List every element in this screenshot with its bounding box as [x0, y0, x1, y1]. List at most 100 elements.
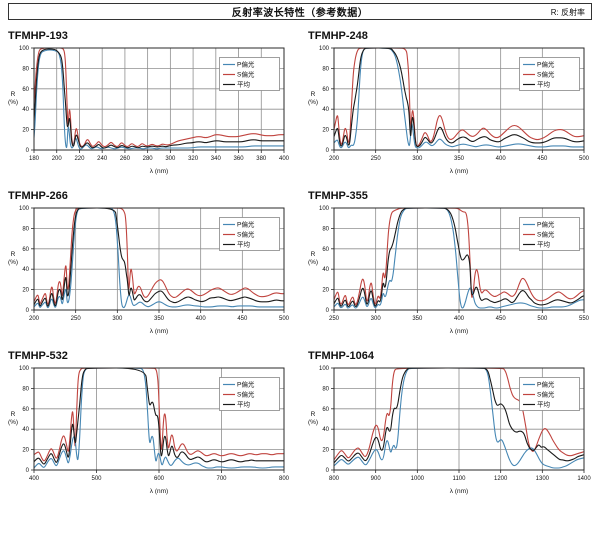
x-tick-label: 300 [165, 156, 176, 162]
series-line-p [334, 47, 584, 149]
y-tick-label: 80 [22, 226, 29, 232]
legend-label-p: P偏光 [537, 220, 555, 229]
legend-label-s: S偏光 [537, 230, 555, 239]
x-tick-label: 200 [52, 156, 63, 162]
tick-labels: 250 300 350 400 450 500 550 0 20 40 60 80 100 [319, 206, 590, 322]
chart-cell-TFMHP-266: TFMHP-266 200 250 300 350 400 450 500 0 20 40 60 80 1… [0, 182, 300, 342]
y-tick-label: 0 [26, 468, 30, 474]
legend-label-avg: 平均 [537, 400, 551, 409]
y-tick-label: 60 [22, 407, 29, 413]
plot-border [33, 47, 285, 151]
y-tick-label: 100 [19, 46, 30, 52]
x-tick-label: 250 [329, 316, 340, 322]
series-line-p [34, 367, 284, 469]
tick-labels: 800 900 1000 1100 1200 1300 1400 0 20 40 60 80 100 [319, 366, 591, 482]
x-tick-label: 250 [71, 316, 82, 322]
x-tick-label: 500 [579, 156, 590, 162]
y-tick-label: 20 [322, 288, 329, 294]
x-tick-label: 400 [454, 316, 465, 322]
y-tick-label: 60 [322, 247, 329, 253]
x-axis-label: λ (nm) [150, 488, 168, 495]
x-tick-label: 450 [537, 156, 548, 162]
tick-marks [331, 207, 585, 313]
tick-marks [331, 367, 585, 473]
tick-labels: 180 200 220 240 260 280 300 320 340 360 380 400 0 20 4… [19, 46, 290, 162]
y-tick-label: 20 [22, 288, 29, 294]
charts-grid: TFMHP-193 180 200 220 240 260 280 300 320 340 360 3… [0, 22, 600, 502]
y-tick-label: 100 [19, 366, 30, 372]
x-tick-label: 900 [371, 476, 382, 482]
chart-title: TFMHP-193 [8, 30, 68, 42]
x-tick-label: 800 [329, 476, 340, 482]
legend-label-p: P偏光 [537, 380, 555, 389]
chart-title: TFMHP-248 [308, 30, 368, 42]
x-tick-label: 500 [91, 476, 102, 482]
series-line-s [34, 207, 284, 305]
y-tick-label: 100 [319, 46, 330, 52]
x-tick-label: 280 [143, 156, 154, 162]
legend-label-avg: 平均 [237, 240, 251, 249]
y-tick-label: 0 [326, 148, 330, 154]
y-tick-label: 60 [22, 87, 29, 93]
y-tick-label: 80 [22, 386, 29, 392]
y-tick-label: 40 [22, 267, 29, 273]
x-tick-label: 450 [237, 316, 248, 322]
x-tick-label: 400 [196, 316, 207, 322]
legend-label-avg: 平均 [237, 400, 251, 409]
x-tick-label: 500 [279, 316, 290, 322]
legend-label-p: P偏光 [537, 60, 555, 69]
chart-canvas: 200 250 300 350 400 450 500 0 20 40 60 80 100 R(%) λ (… [308, 46, 590, 175]
x-tick-label: 800 [279, 476, 290, 482]
series-line-avg [334, 207, 584, 308]
x-tick-label: 300 [412, 156, 423, 162]
tick-marks [31, 47, 285, 153]
x-tick-label: 350 [454, 156, 465, 162]
x-tick-label: 400 [496, 156, 507, 162]
legend-label-s: S偏光 [537, 390, 555, 399]
series-line-p [334, 207, 584, 309]
series-line-avg [34, 367, 284, 465]
x-tick-label: 340 [211, 156, 222, 162]
page-title: 反射率波长特性（参考数据） [231, 8, 369, 19]
legend-label-s: S偏光 [237, 390, 255, 399]
y-tick-label: 80 [322, 386, 329, 392]
legend-label-avg: 平均 [537, 80, 551, 89]
x-tick-label: 260 [120, 156, 131, 162]
y-tick-label: 100 [319, 206, 330, 212]
legend-label-s: S偏光 [237, 70, 255, 79]
chart-title: TFMHP-266 [8, 190, 68, 202]
y-tick-label: 20 [322, 128, 329, 134]
y-tick-label: 40 [22, 427, 29, 433]
y-axis-label-unit: (%) [308, 259, 318, 266]
x-axis-label: λ (nm) [150, 168, 168, 175]
y-axis-label: R [311, 251, 316, 258]
page-header: 反射率波长特性（参考数据） R: 反射率 [8, 3, 592, 20]
x-tick-label: 240 [97, 156, 108, 162]
y-tick-label: 40 [22, 107, 29, 113]
x-tick-label: 1200 [494, 476, 508, 482]
legend-label-p: P偏光 [237, 380, 255, 389]
chart-canvas: 200 250 300 350 400 450 500 0 20 40 60 80 100 R(%) λ (… [8, 206, 290, 335]
y-tick-label: 60 [322, 87, 329, 93]
x-tick-label: 350 [154, 316, 165, 322]
chart-cell-TFMHP-193: TFMHP-193 180 200 220 240 260 280 300 320 340 360 3… [0, 22, 300, 182]
series-group [34, 367, 284, 469]
y-axis-label: R [11, 411, 16, 418]
series-line-p [334, 367, 584, 469]
legend-label-avg: 平均 [237, 80, 251, 89]
x-axis-label: λ (nm) [150, 328, 168, 335]
series-line-s [334, 207, 584, 305]
y-tick-label: 20 [322, 448, 329, 454]
series-group [334, 367, 584, 469]
chart-canvas: 400 500 600 700 800 0 20 40 60 80 100 R(%) λ (nm) P偏光… [8, 366, 290, 495]
y-tick-label: 100 [19, 206, 30, 212]
chart-cell-TFMHP-355: TFMHP-355 250 300 350 400 450 500 550 0 20 40 60 80 1… [300, 182, 600, 342]
x-tick-label: 550 [579, 316, 590, 322]
x-tick-label: 450 [496, 316, 507, 322]
x-tick-label: 1100 [453, 476, 467, 482]
grid-lines [334, 368, 584, 470]
x-tick-label: 180 [29, 156, 40, 162]
